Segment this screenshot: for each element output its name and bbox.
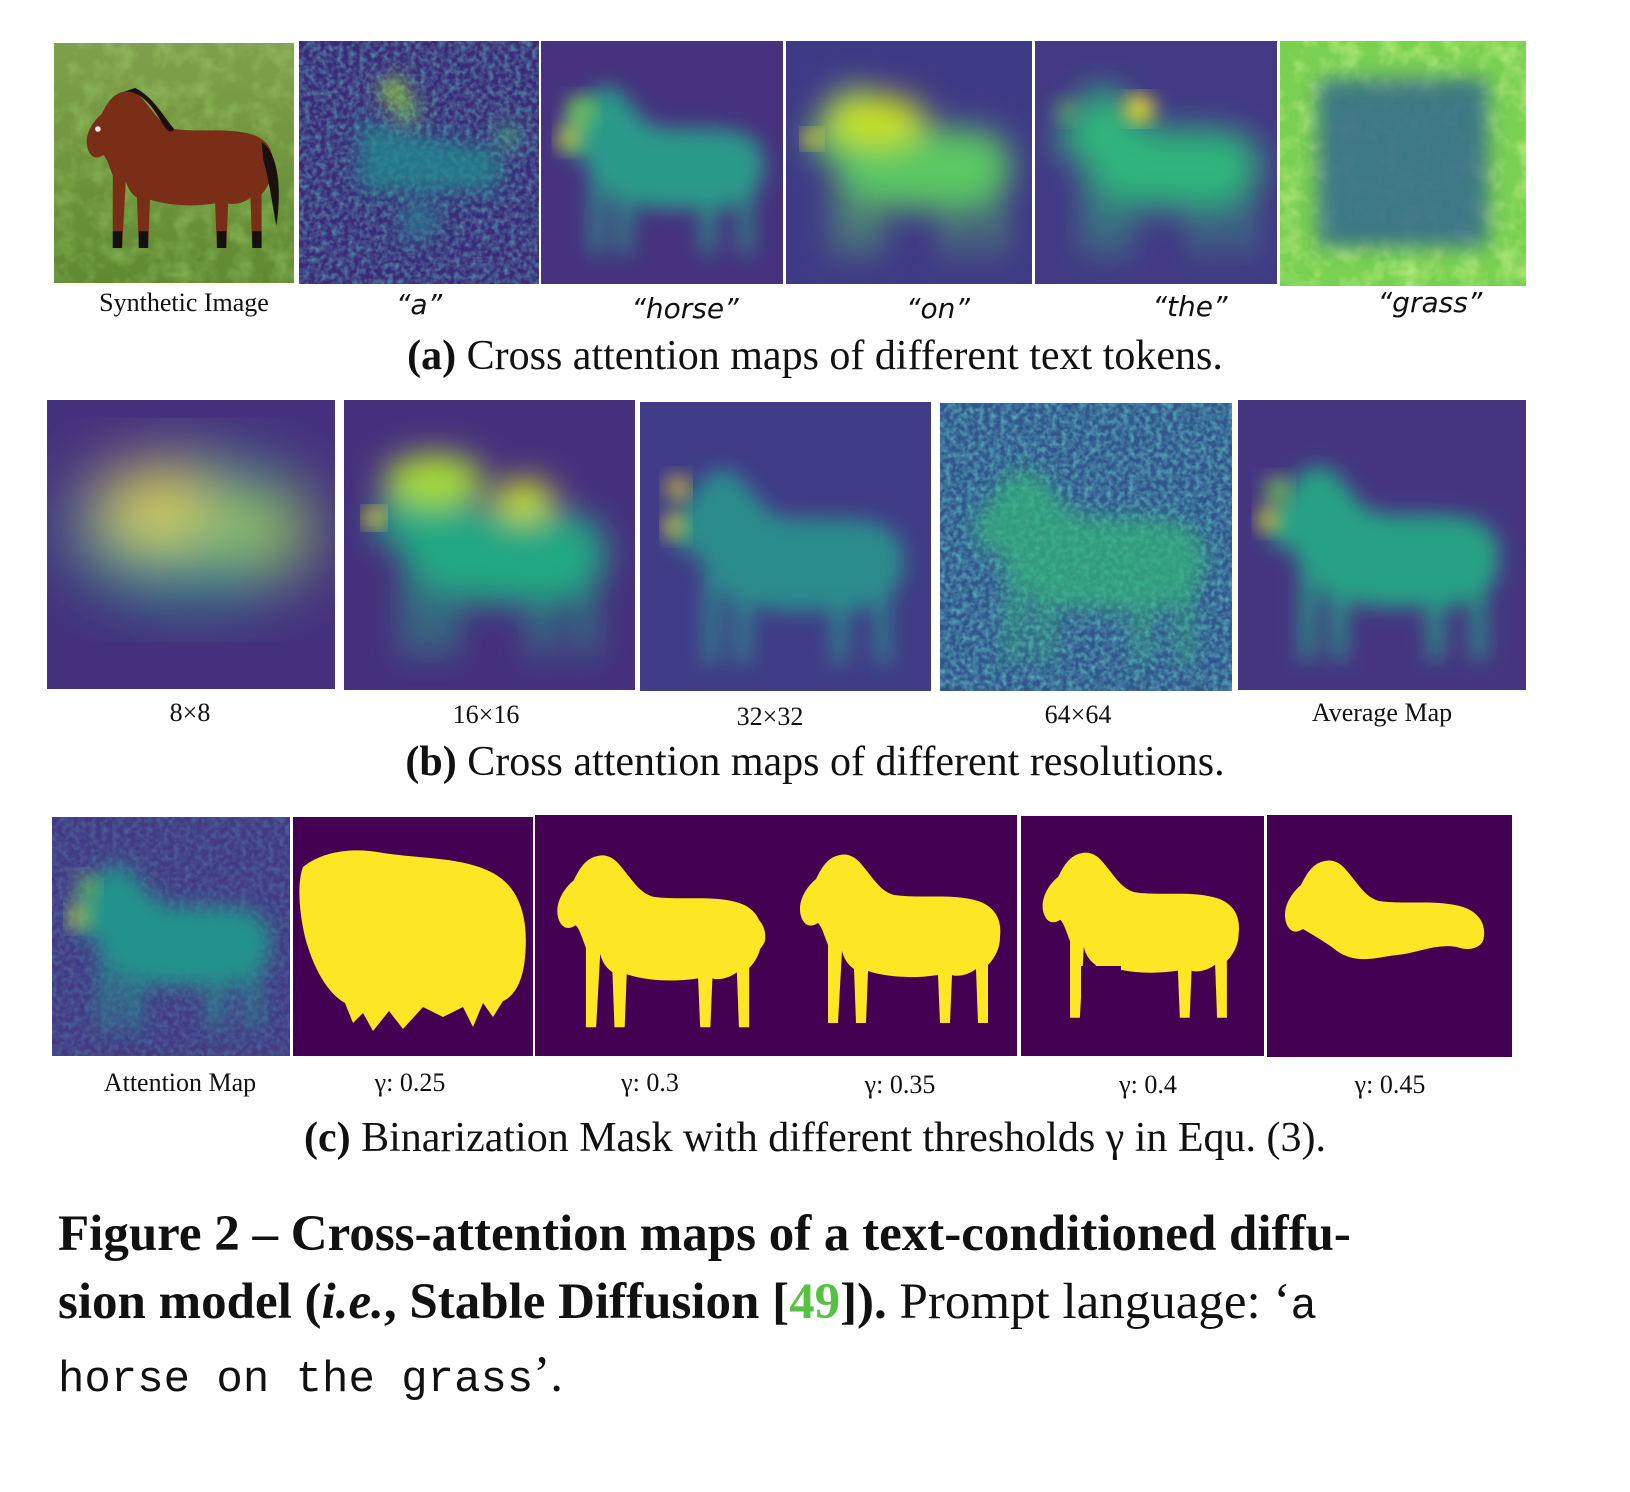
attention-map-16x16 <box>344 400 635 690</box>
subcaption-c: (c) Binarization Mask with different thr… <box>303 1115 1327 1161</box>
attention-map-token-a <box>299 41 539 284</box>
attention-map-64x64 <box>940 403 1232 691</box>
label-token-the: “the” <box>1152 290 1228 323</box>
label-token-a: “a” <box>395 288 443 321</box>
reference-link-49[interactable]: 49 <box>789 1274 841 1330</box>
attention-map-average <box>1238 400 1526 690</box>
attention-map-token-the <box>1035 41 1277 284</box>
attention-map-32x32 <box>640 402 931 691</box>
figure-caption: Figure 2 – Cross-attention maps of a tex… <box>58 1200 1598 1414</box>
label-16x16: 16×16 <box>452 700 520 729</box>
figure-caption-line1: Figure 2 – Cross-attention maps of a tex… <box>58 1206 1351 1262</box>
label-attention-map: Attention Map <box>103 1068 257 1097</box>
mask-gamma-0.25 <box>293 817 533 1056</box>
label-8x8: 8×8 <box>169 698 211 727</box>
label-token-on: “on” <box>906 292 970 325</box>
label-gamma-0.45: γ: 0.45 <box>1354 1070 1426 1099</box>
label-gamma-0.25: γ: 0.25 <box>374 1068 446 1097</box>
attention-map-token-on <box>786 41 1032 284</box>
attention-map-input <box>52 817 290 1056</box>
mask-gamma-0.35 <box>780 815 1017 1056</box>
label-32x32: 32×32 <box>736 702 804 731</box>
figure-caption-line2: sion model (i.e., Stable Diffusion [49])… <box>58 1274 1317 1332</box>
mask-gamma-0.45 <box>1267 815 1512 1057</box>
label-synthetic-image: Synthetic Image <box>99 288 269 317</box>
mask-gamma-0.4 <box>1021 816 1264 1056</box>
label-64x64: 64×64 <box>1044 700 1112 729</box>
attention-map-token-grass <box>1280 41 1526 286</box>
label-token-horse: “horse” <box>631 292 739 325</box>
subcaption-b: (b) Cross attention maps of different re… <box>405 739 1225 785</box>
attention-map-token-horse <box>541 41 783 284</box>
synthetic-horse-image <box>54 43 294 283</box>
label-token-grass: “grass” <box>1377 286 1483 319</box>
subcaption-a: (a) Cross attention maps of different te… <box>407 333 1223 379</box>
figure-caption-line3: horse on the grass’. <box>58 1347 564 1405</box>
label-average-map: Average Map <box>1311 698 1453 727</box>
label-gamma-0.3: γ: 0.3 <box>621 1068 679 1097</box>
attention-map-8x8 <box>47 400 335 689</box>
label-gamma-0.35: γ: 0.35 <box>864 1070 936 1099</box>
label-gamma-0.4: γ: 0.4 <box>1119 1070 1177 1099</box>
